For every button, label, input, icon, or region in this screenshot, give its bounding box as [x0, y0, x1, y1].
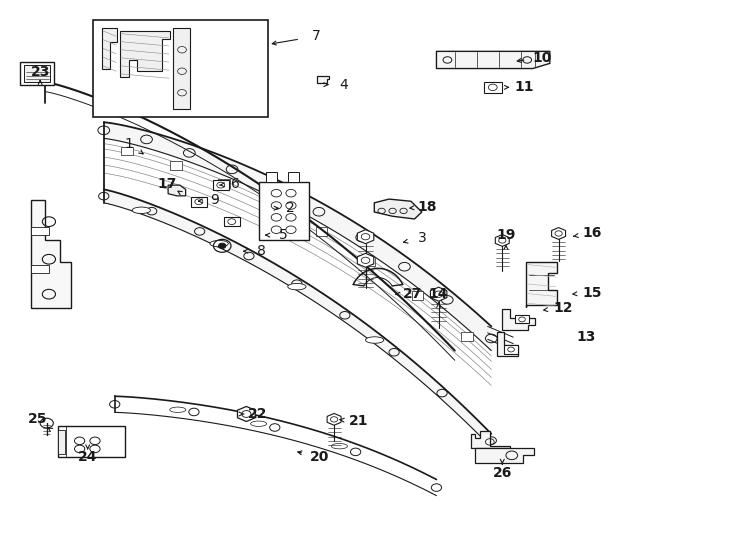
Polygon shape: [102, 28, 117, 69]
Polygon shape: [120, 31, 170, 77]
Text: 23: 23: [30, 65, 50, 79]
Polygon shape: [374, 199, 422, 219]
Text: 22: 22: [247, 407, 267, 421]
Bar: [92, 20, 269, 117]
Circle shape: [219, 243, 226, 248]
Bar: [266, 172, 277, 182]
Text: 11: 11: [515, 80, 534, 94]
Text: 17: 17: [157, 177, 176, 191]
Text: 24: 24: [78, 450, 98, 464]
Bar: [461, 332, 473, 341]
Text: 21: 21: [349, 415, 368, 429]
Bar: [363, 257, 375, 266]
Bar: [24, 65, 51, 82]
Polygon shape: [31, 200, 71, 308]
Text: 16: 16: [583, 226, 602, 240]
Polygon shape: [430, 287, 447, 301]
Bar: [213, 180, 229, 190]
Polygon shape: [526, 262, 557, 307]
Ellipse shape: [366, 337, 384, 343]
Ellipse shape: [250, 421, 266, 427]
Text: 26: 26: [493, 466, 512, 480]
Polygon shape: [437, 51, 550, 69]
Bar: [31, 265, 49, 273]
Bar: [224, 217, 240, 226]
Bar: [316, 227, 327, 236]
Bar: [58, 429, 65, 454]
Polygon shape: [470, 431, 509, 448]
Bar: [484, 82, 501, 93]
Text: 10: 10: [533, 51, 552, 65]
Ellipse shape: [210, 240, 228, 247]
Ellipse shape: [132, 207, 150, 213]
Polygon shape: [475, 448, 534, 463]
Polygon shape: [497, 332, 517, 356]
Text: 7: 7: [311, 29, 320, 43]
Text: 25: 25: [28, 413, 48, 427]
Text: 12: 12: [553, 301, 573, 315]
Polygon shape: [552, 227, 565, 239]
Text: 5: 5: [278, 228, 287, 242]
Bar: [31, 227, 49, 235]
Bar: [515, 315, 528, 323]
Bar: [58, 426, 125, 457]
Text: 27: 27: [403, 287, 422, 301]
Text: 8: 8: [257, 244, 266, 258]
Ellipse shape: [332, 443, 347, 449]
Text: 14: 14: [429, 287, 448, 301]
Bar: [21, 62, 54, 85]
Text: 18: 18: [417, 200, 437, 214]
Text: 6: 6: [231, 177, 240, 191]
Polygon shape: [495, 234, 509, 246]
Polygon shape: [357, 253, 374, 267]
Polygon shape: [168, 185, 186, 196]
Text: 19: 19: [496, 228, 515, 242]
Text: 15: 15: [583, 286, 602, 300]
Bar: [121, 146, 133, 155]
Ellipse shape: [288, 284, 306, 290]
Polygon shape: [317, 76, 329, 83]
Bar: [412, 292, 424, 300]
Bar: [191, 197, 207, 207]
Bar: [259, 182, 308, 240]
Text: 1: 1: [125, 137, 134, 151]
Text: 2: 2: [286, 201, 294, 215]
Text: 13: 13: [577, 330, 596, 344]
Bar: [170, 161, 182, 170]
Polygon shape: [502, 309, 535, 330]
Polygon shape: [327, 414, 341, 426]
Bar: [266, 201, 278, 210]
Text: 9: 9: [211, 193, 219, 207]
Ellipse shape: [170, 407, 186, 413]
Text: 4: 4: [339, 78, 348, 92]
Text: 20: 20: [310, 450, 329, 464]
Polygon shape: [357, 230, 374, 244]
Bar: [219, 179, 230, 188]
Bar: [288, 172, 299, 182]
Text: 3: 3: [418, 231, 426, 245]
Polygon shape: [238, 407, 255, 422]
Bar: [504, 346, 517, 354]
Polygon shape: [173, 28, 190, 109]
